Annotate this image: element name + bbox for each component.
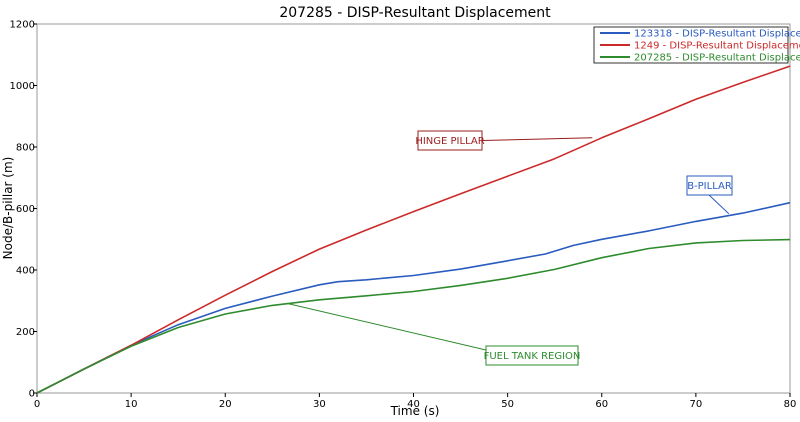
legend: 123318 - DISP-Resultant Displacement 124… (593, 26, 800, 64)
x-axis-title: Time (s) (390, 404, 440, 418)
y-tick-label: 0 (29, 389, 35, 400)
legend-label-3: 207285 - DISP-Resultant Displacement (634, 53, 800, 64)
chart-title: 207285 - DISP-Resultant Displacement (279, 5, 551, 21)
annotation-box-3 (485, 345, 579, 366)
x-tick-label: 40 (407, 399, 420, 410)
x-axis: 0 10 20 30 40 50 60 70 80 (34, 393, 797, 410)
y-tick-label: 1000 (10, 81, 35, 92)
y-tick-label: 800 (16, 143, 35, 154)
series-layer (36, 65, 791, 394)
y-axis-title: Node/B-pillar (m) (1, 157, 15, 260)
x-tick-label: 20 (219, 399, 232, 410)
annotation-leader-1 (481, 137, 593, 141)
legend-label-2: 1249 - DISP-Resultant Displacement (634, 41, 800, 52)
x-tick-label: 10 (125, 399, 138, 410)
y-tick-label: 400 (16, 266, 35, 277)
series-line-2 (36, 65, 791, 394)
x-tick-label: 50 (501, 399, 514, 410)
series-line-3 (36, 238, 791, 394)
y-axis: 0 200 400 600 800 1000 1200 (10, 20, 37, 400)
annotation-box-2 (686, 175, 733, 196)
annotation-leader-3 (286, 302, 487, 351)
x-tick-label: 70 (690, 399, 703, 410)
x-tick-label: 30 (313, 399, 326, 410)
annotation-label-3: FUEL TANK REGION (484, 351, 581, 362)
legend-label-1: 123318 - DISP-Resultant Displacement (634, 29, 800, 40)
x-tick-label: 60 (595, 399, 608, 410)
series-line-1 (36, 201, 791, 394)
y-tick-label: 200 (16, 327, 35, 338)
x-tick-label: 80 (784, 399, 797, 410)
y-tick-label: 600 (16, 204, 35, 215)
annotation-label-1: HINGE PILLAR (415, 136, 484, 147)
x-tick-label: 0 (34, 399, 40, 410)
annotation-layer: HINGE PILLAR B-PILLAR FUEL TANK REGION (286, 130, 733, 366)
y-tick-label: 1200 (10, 20, 35, 31)
annotation-box-1 (417, 130, 483, 151)
annotation-leader-2 (708, 194, 730, 215)
annotation-label-2: B-PILLAR (687, 181, 732, 192)
